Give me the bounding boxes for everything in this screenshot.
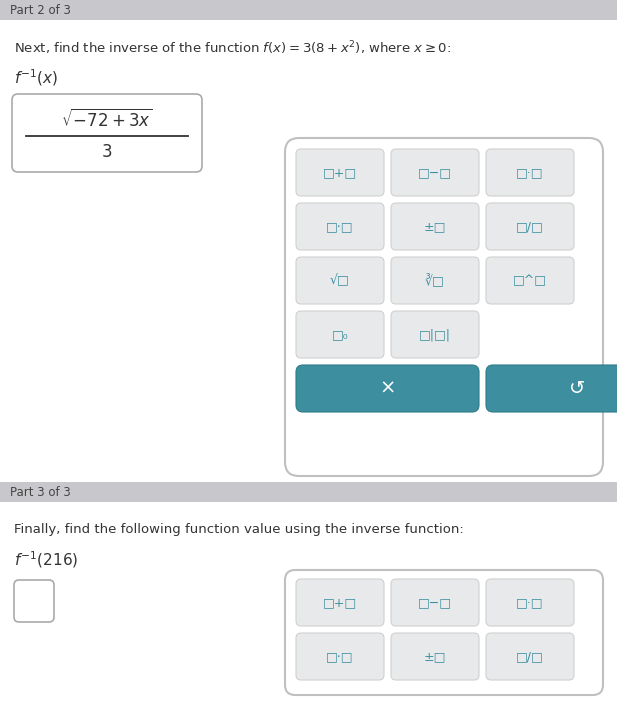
FancyBboxPatch shape: [296, 203, 384, 250]
Text: ±□: ±□: [424, 650, 446, 663]
FancyBboxPatch shape: [486, 365, 617, 412]
FancyBboxPatch shape: [296, 365, 479, 412]
FancyBboxPatch shape: [486, 149, 574, 196]
Text: □−□: □−□: [418, 596, 452, 609]
Text: □⋅□: □⋅□: [326, 650, 354, 663]
Text: Finally, find the following function value using the inverse function:: Finally, find the following function val…: [14, 523, 464, 536]
FancyBboxPatch shape: [12, 94, 202, 172]
FancyBboxPatch shape: [391, 149, 479, 196]
Text: Part 3 of 3: Part 3 of 3: [10, 486, 71, 499]
FancyBboxPatch shape: [391, 633, 479, 680]
Text: 3: 3: [102, 143, 112, 161]
Text: □/□: □/□: [516, 650, 544, 663]
Text: □·□: □·□: [516, 596, 544, 609]
Text: $f^{-1}(216)$: $f^{-1}(216)$: [14, 550, 78, 571]
Text: □|□|: □|□|: [419, 328, 451, 341]
FancyBboxPatch shape: [14, 580, 54, 622]
Text: Next, find the inverse of the function $f(x)=3(8+x^2)$, where $x\geq 0$:: Next, find the inverse of the function $…: [14, 39, 451, 57]
FancyBboxPatch shape: [391, 579, 479, 626]
Text: $f^{-1}(x)$: $f^{-1}(x)$: [14, 67, 58, 88]
FancyBboxPatch shape: [486, 203, 574, 250]
FancyBboxPatch shape: [296, 633, 384, 680]
Bar: [0, 482, 617, 502]
FancyBboxPatch shape: [296, 579, 384, 626]
FancyBboxPatch shape: [391, 203, 479, 250]
FancyBboxPatch shape: [391, 311, 479, 358]
Text: ×: ×: [379, 379, 395, 398]
Text: □/□: □/□: [516, 220, 544, 233]
Text: Part 2 of 3: Part 2 of 3: [10, 4, 71, 17]
FancyBboxPatch shape: [391, 257, 479, 304]
FancyBboxPatch shape: [486, 633, 574, 680]
Bar: [0, 0, 617, 20]
FancyBboxPatch shape: [486, 579, 574, 626]
FancyBboxPatch shape: [296, 149, 384, 196]
Bar: [0, 20, 617, 482]
Text: ∛□: ∛□: [425, 273, 445, 287]
Text: □₀: □₀: [332, 328, 349, 341]
Text: □^□: □^□: [513, 274, 547, 287]
FancyBboxPatch shape: [285, 570, 603, 695]
Bar: [0, 502, 617, 725]
Text: □+□: □+□: [323, 596, 357, 609]
Text: $\sqrt{-72+3x}$: $\sqrt{-72+3x}$: [61, 109, 153, 131]
Text: □−□: □−□: [418, 166, 452, 179]
Text: √□: √□: [330, 274, 350, 287]
FancyBboxPatch shape: [296, 257, 384, 304]
FancyBboxPatch shape: [285, 138, 603, 476]
Text: □·□: □·□: [516, 166, 544, 179]
FancyBboxPatch shape: [486, 257, 574, 304]
Text: ±□: ±□: [424, 220, 446, 233]
Text: □⋅□: □⋅□: [326, 220, 354, 233]
FancyBboxPatch shape: [296, 311, 384, 358]
Text: □+□: □+□: [323, 166, 357, 179]
Text: ↺: ↺: [569, 379, 586, 398]
